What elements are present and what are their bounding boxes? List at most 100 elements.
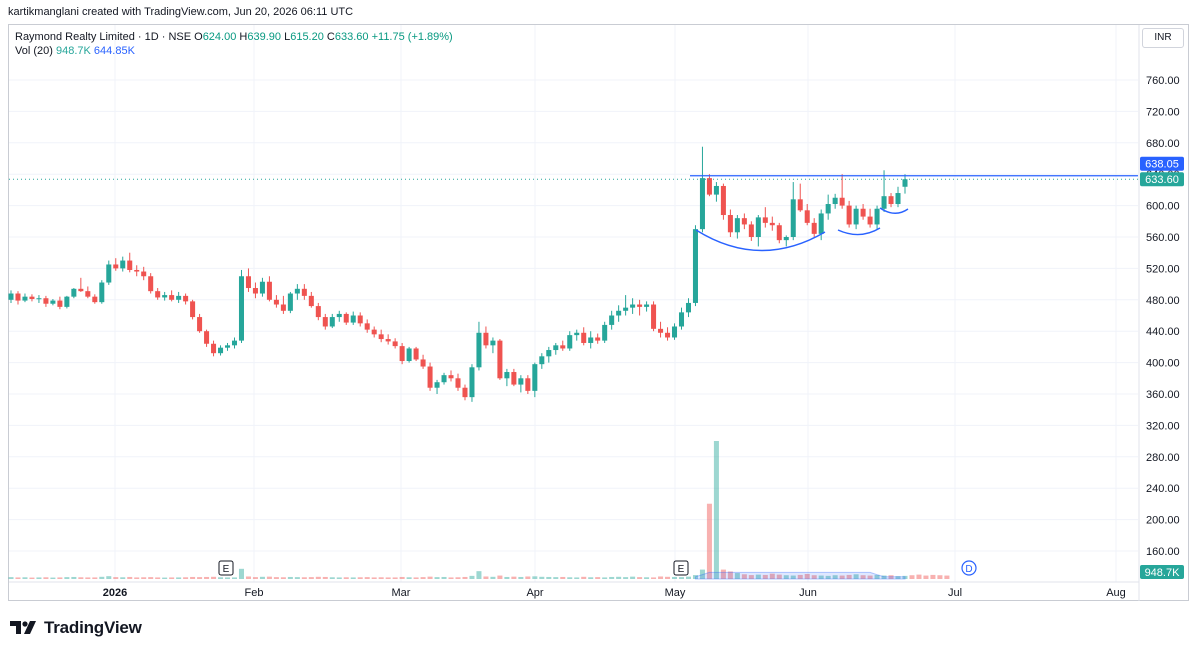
candle-body (595, 337, 601, 341)
attribution-text: kartikmanglani created with TradingView.… (8, 6, 354, 18)
candle-body (846, 205, 852, 225)
candle-body (385, 339, 391, 342)
volume-bar (301, 577, 307, 579)
candle (769, 216, 775, 231)
volume-bar (64, 577, 70, 579)
candle-body (678, 312, 685, 327)
candle (392, 338, 398, 349)
currency-button[interactable]: INR (1142, 28, 1184, 48)
volume-bar (78, 577, 84, 579)
candle-body (720, 185, 726, 216)
volume-bar (699, 569, 705, 579)
volume-bar (881, 575, 887, 579)
candle-body (881, 196, 887, 209)
candle-body (364, 323, 370, 330)
candle (357, 312, 363, 327)
volume-bar (567, 577, 573, 579)
candle-body (162, 295, 168, 298)
candle (29, 294, 35, 302)
volume-bar (616, 576, 622, 579)
volume-bar (385, 577, 391, 579)
volume-bar (43, 577, 49, 579)
y-tick-label: 360.00 (1146, 389, 1180, 401)
x-tick-label: Feb (245, 587, 264, 599)
volume-bar (546, 576, 552, 579)
volume-bar (357, 577, 363, 579)
candle (50, 299, 56, 306)
chart-frame[interactable] (8, 24, 1189, 601)
candle-body (490, 340, 496, 346)
candle (434, 379, 440, 394)
legend-open-value: 624.00 (202, 31, 237, 43)
legend-symbol[interactable]: Raymond Realty Limited · 1D · NSE (15, 31, 192, 43)
volume-bar (476, 571, 482, 579)
y-tick-label: 480.00 (1146, 295, 1180, 307)
candle (490, 337, 496, 354)
candle (85, 286, 91, 299)
candle-body (602, 324, 608, 341)
candle-body (644, 304, 650, 307)
candle (106, 260, 112, 285)
candle (273, 295, 279, 308)
candle (818, 209, 824, 241)
candle (204, 329, 210, 347)
candle (455, 373, 461, 391)
candle-body (853, 208, 859, 225)
candle-body (651, 304, 657, 329)
x-tick-label: Apr (526, 587, 543, 599)
y-tick-label: 200.00 (1146, 515, 1180, 527)
candle-body (266, 281, 272, 300)
candle (567, 331, 573, 351)
candle-body (727, 215, 733, 233)
volume-bar (350, 577, 356, 579)
volume-bar (532, 576, 538, 579)
y-tick-label: 600.00 (1146, 201, 1180, 213)
volume-bar (609, 576, 615, 579)
legend-volume-label[interactable]: Vol (20) (15, 45, 53, 57)
candle (518, 375, 524, 393)
volume-bar (902, 575, 908, 579)
candle (846, 200, 852, 228)
y-tick-label: 320.00 (1146, 420, 1180, 432)
candle (211, 340, 217, 357)
candle-body (692, 229, 698, 303)
candle-body (672, 326, 678, 338)
volume-bar (427, 576, 433, 579)
candle (231, 337, 238, 349)
candle (406, 346, 412, 363)
candle (225, 342, 231, 351)
candle-body (231, 340, 238, 346)
candle (651, 301, 657, 332)
candle (280, 295, 286, 314)
volume-bar (371, 577, 377, 579)
candle (266, 276, 272, 302)
candle-body (420, 359, 426, 367)
candle (218, 345, 224, 356)
candle-body (825, 204, 831, 214)
candle-body (441, 375, 447, 383)
volume-bar (120, 577, 126, 579)
volume-bar (50, 577, 56, 579)
volume-bar (218, 577, 224, 579)
candle (574, 329, 580, 341)
candle (197, 313, 203, 333)
candle (301, 284, 307, 300)
volume-ma-area (694, 571, 906, 580)
candle-body (462, 387, 468, 398)
volume-bar (85, 577, 91, 579)
y-tick-label: 440.00 (1146, 326, 1180, 338)
volume-bar (22, 577, 28, 579)
candle-body (560, 345, 566, 349)
x-tick-label: May (665, 587, 686, 599)
candle-body (57, 300, 63, 307)
candle (469, 364, 475, 402)
chart-legend: Raymond Realty Limited · 1D · NSE O624.0… (15, 30, 453, 58)
candle (441, 372, 447, 385)
candle (141, 266, 147, 281)
volume-bar (923, 575, 929, 579)
volume-bar (71, 576, 77, 579)
candle (99, 280, 105, 304)
tradingview-logo-icon (10, 621, 36, 634)
volume-bar (839, 575, 845, 579)
